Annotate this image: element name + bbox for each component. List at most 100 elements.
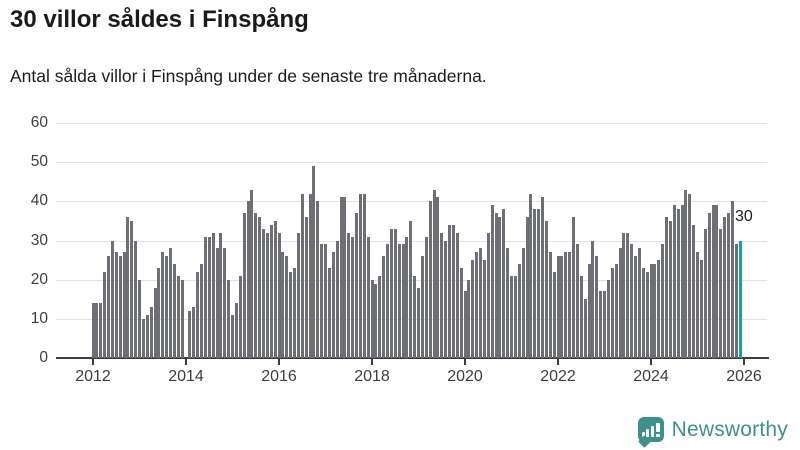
bar [347, 232, 351, 358]
x-axis-label-2020: 2020 [447, 368, 483, 385]
gridline-y-50 [56, 162, 767, 164]
bar [281, 252, 285, 358]
bar [428, 201, 432, 358]
gridline-y-40 [56, 201, 767, 203]
bar [517, 264, 521, 358]
bar [122, 252, 126, 358]
x-axis-tick-2020 [464, 359, 466, 365]
bar [324, 244, 327, 358]
bar [432, 189, 436, 358]
bar [273, 220, 277, 358]
y-axis-label-40: 40 [30, 192, 48, 210]
logo-mini-bar-2 [646, 429, 650, 437]
bar [529, 193, 533, 358]
bar [688, 193, 692, 358]
bar [296, 232, 300, 358]
newsworthy-logo: Newsworthy [637, 417, 788, 448]
bar [552, 271, 556, 358]
bar [405, 236, 409, 358]
bar [277, 232, 281, 358]
bar [448, 224, 451, 358]
bar [378, 275, 382, 358]
bar [114, 252, 118, 358]
bar [680, 205, 684, 358]
bar [200, 264, 203, 358]
bar [579, 275, 583, 358]
bar [192, 307, 196, 358]
x-axis-tick-2018 [371, 359, 373, 365]
logo-exclamation-icon [656, 423, 660, 437]
bar [572, 217, 575, 358]
bar [172, 264, 176, 358]
bar [730, 201, 734, 358]
y-axis-label-30: 30 [30, 231, 48, 249]
bar [262, 228, 265, 358]
bar [696, 252, 699, 358]
bar [417, 287, 420, 358]
x-axis-tick-2024 [650, 359, 652, 365]
bar [223, 248, 227, 358]
bar [138, 279, 141, 358]
bar [118, 256, 122, 358]
y-axis-label-10: 10 [30, 309, 48, 327]
bar [587, 264, 591, 358]
bar [343, 197, 347, 358]
bar [440, 232, 444, 358]
bar [719, 228, 723, 358]
bar [622, 232, 626, 358]
logo-mini-bar-1 [641, 432, 645, 437]
bar [169, 248, 172, 358]
bar [455, 232, 459, 358]
x-axis-label-2016: 2016 [261, 368, 297, 385]
bar [107, 256, 110, 358]
bar [386, 244, 389, 358]
x-axis-tick-2026 [743, 359, 745, 365]
bar [548, 252, 552, 358]
bar [630, 244, 634, 358]
x-axis-tick-2014 [185, 359, 187, 365]
bar [707, 213, 711, 358]
bar [424, 236, 428, 358]
bar [374, 283, 378, 358]
bar [91, 303, 95, 358]
bar [444, 240, 448, 358]
bar [494, 213, 498, 358]
y-axis-label-20: 20 [30, 270, 48, 288]
bar [727, 213, 730, 358]
bar [506, 248, 510, 358]
bar [382, 256, 386, 358]
bar [316, 201, 320, 358]
bar [265, 232, 269, 358]
bar [126, 217, 130, 358]
bar [366, 236, 370, 358]
bar [692, 224, 696, 358]
bar [358, 193, 362, 358]
bar [568, 252, 572, 358]
bar [157, 267, 161, 358]
bar [734, 244, 738, 358]
bar [393, 228, 397, 358]
x-axis-line [56, 357, 769, 359]
logo-text: Newsworthy [671, 417, 788, 441]
bar [479, 248, 482, 358]
bar [254, 213, 258, 358]
bar [211, 232, 215, 358]
bar [339, 197, 343, 358]
bar [293, 267, 296, 358]
bar [498, 217, 502, 358]
y-axis-label-60: 60 [30, 114, 48, 131]
bar [413, 275, 417, 358]
bar [510, 275, 513, 358]
bar [188, 311, 192, 358]
bar [320, 244, 324, 358]
x-axis-label-2022: 2022 [540, 368, 576, 385]
x-axis-tick-2016 [278, 359, 280, 365]
y-axis-label-50: 50 [30, 153, 48, 171]
x-axis-label-2012: 2012 [75, 368, 111, 385]
bar [634, 256, 637, 358]
bar [203, 236, 207, 358]
x-axis-label-2014: 2014 [168, 368, 204, 385]
gridline-y-60 [56, 123, 767, 124]
bar [153, 287, 157, 358]
highlighted-bar [738, 240, 742, 358]
